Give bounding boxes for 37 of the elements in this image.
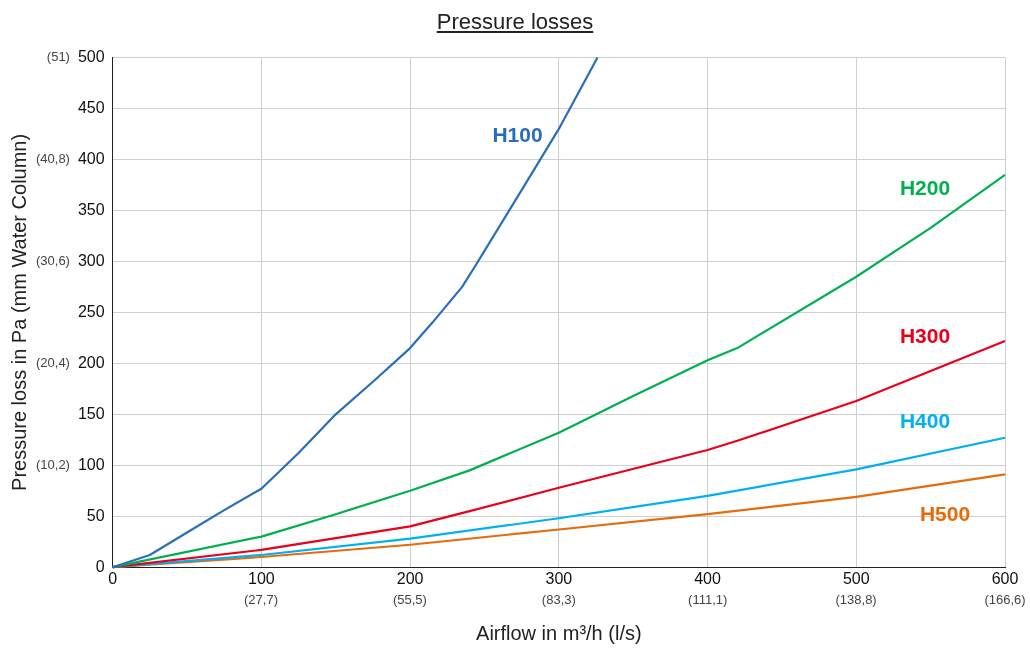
x-tick-label: 100 <box>248 570 275 588</box>
x2-tick-label: (166,6) <box>984 591 1026 607</box>
y-tick-label: 0 <box>95 557 105 575</box>
x-tick-label: 500 <box>842 570 870 588</box>
x2-tick-label: (111,1) <box>688 591 728 607</box>
y2-tick-label: (10,2) <box>35 456 70 472</box>
y-tick-label: 50 <box>86 506 105 524</box>
series-label: H300 <box>899 323 951 347</box>
x2-tick-label: (27,7) <box>244 591 279 607</box>
series-label: H100 <box>492 122 543 146</box>
series-label: H500 <box>919 502 971 526</box>
x-tick-label: 200 <box>396 570 424 588</box>
x-tick-label: 400 <box>694 570 721 588</box>
y2-tick-label: (20,4) <box>35 354 70 370</box>
x2-tick-label: (138,8) <box>835 591 877 607</box>
y-tick-label: 450 <box>77 98 105 116</box>
y-tick-label: 500 <box>77 48 105 66</box>
x-tick-label: 0 <box>108 570 118 588</box>
x-tick-label: 300 <box>545 570 573 588</box>
y2-tick-label: (30,6) <box>35 253 70 269</box>
x2-tick-label: (83,3) <box>541 591 576 607</box>
y-tick-label: 350 <box>77 200 105 218</box>
series-label: H400 <box>899 409 951 433</box>
y2-tick-label: (40,8) <box>35 151 70 167</box>
y-tick-label: 100 <box>77 455 105 473</box>
x-axis-title: Airflow in m³/h (l/s) <box>476 621 642 644</box>
y-tick-label: 300 <box>77 251 105 269</box>
y-tick-label: 400 <box>77 149 105 167</box>
x2-tick-label: (55,5) <box>392 591 427 607</box>
chart-title: Pressure losses <box>435 8 595 36</box>
y2-axis-title: Pressure loss in Pa (mm Water Column) <box>7 133 30 491</box>
y-tick-label: 200 <box>77 353 105 371</box>
x-tick-label: 600 <box>991 570 1019 588</box>
y2-tick-label: (51) <box>46 49 70 65</box>
y-tick-label: 150 <box>77 404 105 422</box>
y-tick-label: 250 <box>77 302 105 320</box>
series-label: H200 <box>899 176 951 200</box>
